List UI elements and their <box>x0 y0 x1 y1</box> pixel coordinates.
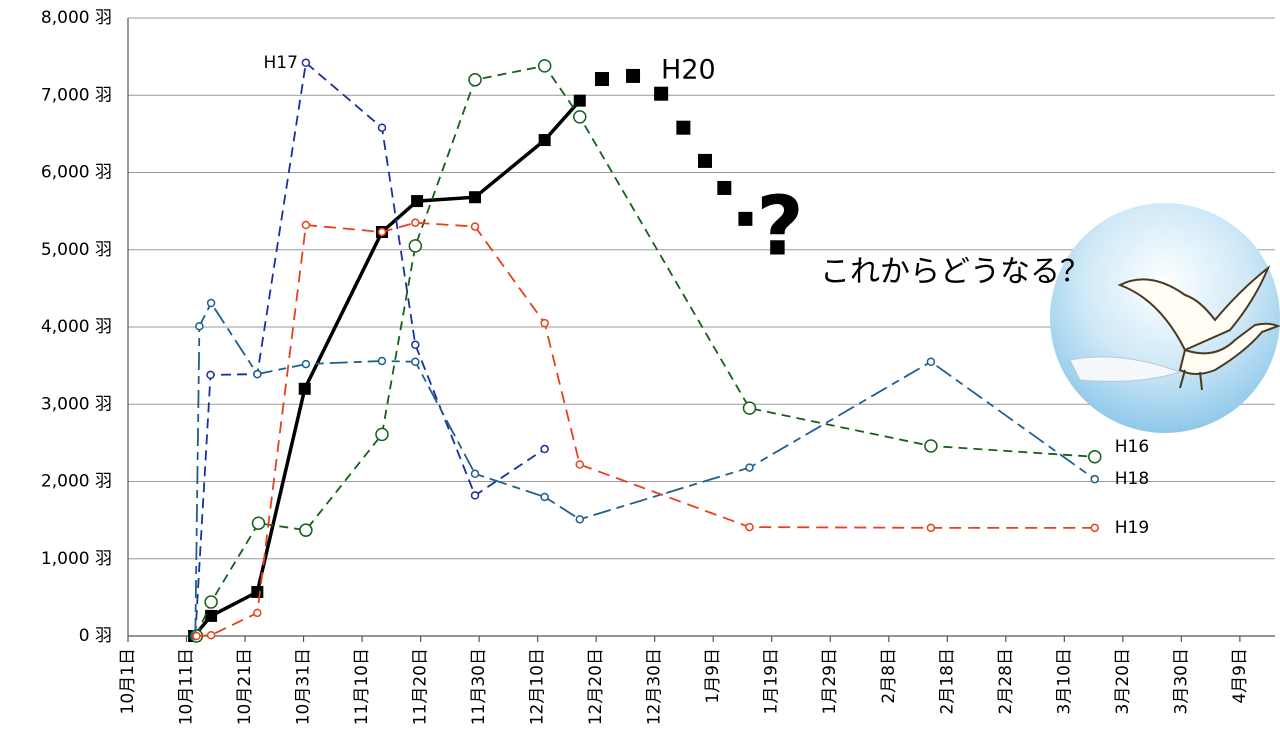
x-tick-label: 10月31日 <box>294 648 314 725</box>
projected-point <box>626 69 640 83</box>
projected-point <box>698 154 712 168</box>
series-line <box>195 303 1094 636</box>
bird-illustration <box>1050 203 1280 433</box>
point <box>746 524 753 531</box>
point <box>746 464 753 471</box>
point <box>254 609 261 616</box>
series-line <box>194 101 580 636</box>
point <box>472 223 479 230</box>
point <box>925 440 937 452</box>
point <box>539 60 551 72</box>
point <box>208 632 215 639</box>
x-tick-label: 12月10日 <box>528 648 548 725</box>
point <box>576 461 583 468</box>
x-tick-label: 12月20日 <box>586 648 606 725</box>
point <box>541 320 548 327</box>
point <box>576 516 583 523</box>
y-tick-label: 7,000 羽 <box>41 85 112 105</box>
point <box>205 596 217 608</box>
point <box>743 402 755 414</box>
question-mark: ? <box>756 179 804 274</box>
x-tick-label: 1月19日 <box>762 648 782 714</box>
point <box>412 219 419 226</box>
point <box>207 371 214 378</box>
point <box>409 240 421 252</box>
point <box>411 195 423 207</box>
x-tick-label: 3月10日 <box>1054 648 1074 714</box>
series-line <box>195 63 544 636</box>
y-tick-label: 6,000 羽 <box>41 163 112 183</box>
x-tick-label: 12月30日 <box>645 648 665 725</box>
series-label: H20 <box>661 54 716 85</box>
y-tick-label: 1,000 羽 <box>41 549 112 569</box>
point <box>472 470 479 477</box>
projected-point <box>717 181 731 195</box>
point <box>412 358 419 365</box>
point <box>541 446 548 453</box>
point <box>927 524 934 531</box>
point <box>472 492 479 499</box>
x-tick-label: 11月10日 <box>352 648 372 725</box>
point <box>205 610 217 622</box>
point <box>469 191 481 203</box>
point <box>376 428 388 440</box>
point <box>927 358 934 365</box>
series-line <box>196 66 1094 636</box>
annotation-caption: これからどうなる？ <box>820 255 1090 290</box>
projected-point <box>676 121 690 135</box>
point <box>302 361 309 368</box>
y-tick-label: 8,000 羽 <box>41 8 112 28</box>
y-tick-label: 5,000 羽 <box>41 240 112 260</box>
point <box>378 228 385 235</box>
series-label: H18 <box>1115 469 1149 489</box>
point <box>378 357 385 364</box>
series-label: H17 <box>263 53 297 73</box>
point <box>1091 524 1098 531</box>
point <box>254 371 261 378</box>
point <box>412 341 419 348</box>
point <box>302 59 309 66</box>
point <box>251 586 263 598</box>
x-tick-label: 1月29日 <box>820 648 840 714</box>
y-tick-label: 4,000 羽 <box>41 317 112 337</box>
x-tick-label: 10月1日 <box>118 648 138 714</box>
point <box>193 633 200 640</box>
point <box>208 300 215 307</box>
x-tick-label: 3月30日 <box>1171 648 1191 714</box>
point <box>196 323 203 330</box>
x-tick-label: 4月9日 <box>1230 648 1250 704</box>
point <box>574 111 586 123</box>
x-tick-label: 2月18日 <box>937 648 957 714</box>
x-tick-label: 10月21日 <box>235 648 255 725</box>
y-tick-label: 2,000 羽 <box>41 472 112 492</box>
x-tick-label: 11月30日 <box>469 648 489 725</box>
plot: H20 H17 H16 H18 H19 <box>188 53 1149 642</box>
projected-point <box>738 212 752 226</box>
x-tick-label: 10月11日 <box>177 648 197 725</box>
x-tick-label: 11月20日 <box>411 648 431 725</box>
point <box>378 124 385 131</box>
projected-point <box>654 87 668 101</box>
projected-point <box>595 72 609 86</box>
point <box>1089 451 1101 463</box>
point <box>1091 476 1098 483</box>
x-tick-label: 3月20日 <box>1113 648 1133 714</box>
point <box>302 222 309 229</box>
point <box>574 95 586 107</box>
x-tick-label: 2月8日 <box>879 648 899 704</box>
chart: 0 羽 1,000 羽 2,000 羽 3,000 羽 4,000 羽 5,000 羽 6,… <box>0 0 1280 743</box>
point <box>253 517 265 529</box>
point <box>469 74 481 86</box>
series-label: H16 <box>1115 437 1149 457</box>
point <box>541 493 548 500</box>
x-tick-label: 1月9日 <box>703 648 723 704</box>
point <box>299 383 311 395</box>
y-tick-label: 3,000 羽 <box>41 394 112 414</box>
series-label: H19 <box>1115 518 1149 538</box>
y-tick-label: 0 羽 <box>79 626 112 646</box>
point <box>539 134 551 146</box>
x-tick-label: 2月28日 <box>996 648 1016 714</box>
point <box>300 524 312 536</box>
